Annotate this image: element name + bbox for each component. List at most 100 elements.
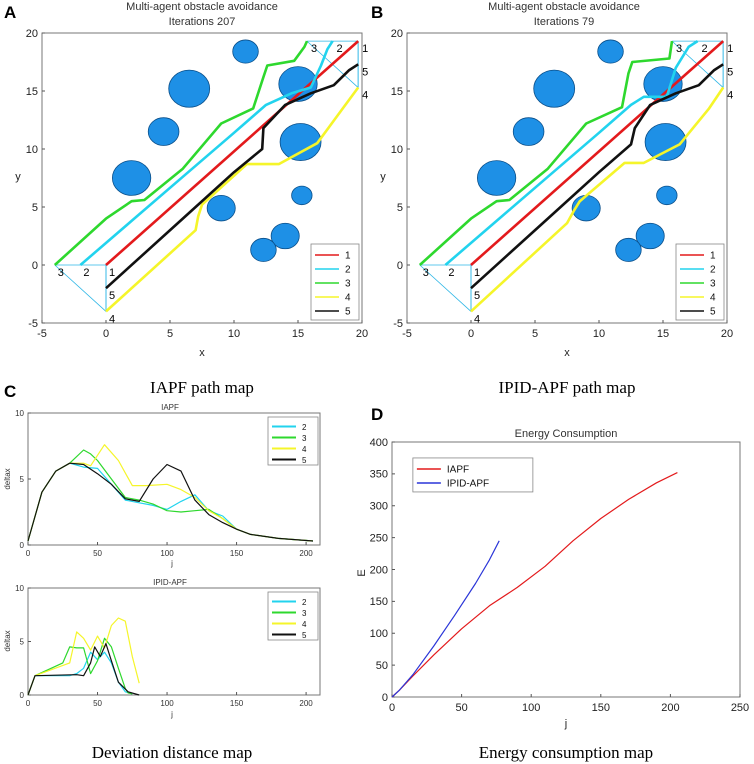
goal-agent-label: 1 xyxy=(362,43,368,55)
series-line-ipid-apf xyxy=(391,540,500,698)
legend-label: IAPF xyxy=(447,464,469,475)
goal-agent-label: 3 xyxy=(311,43,317,55)
obstacle xyxy=(635,222,665,250)
caption-b: IPID-APF path map xyxy=(499,378,636,397)
legend-label: 4 xyxy=(302,620,307,629)
legend-box xyxy=(412,457,534,493)
panel-d-energy-chart: Energy Consumption j E 0 50 100 150 200 250 0 5… xyxy=(356,428,749,730)
x-tick-label: 0 xyxy=(389,702,395,714)
panel-b-xlabel: x xyxy=(564,347,570,359)
legend-label: 1 xyxy=(710,251,716,262)
legend-label: 3 xyxy=(345,279,351,290)
panel-b-subtitle: Iterations 79 xyxy=(534,16,595,28)
y-tick-label: 350 xyxy=(370,469,388,481)
start-agent-label: 5 xyxy=(109,290,115,302)
panel-c-iapf-ticks: 0 50 100 150 200 0 5 10 xyxy=(15,409,313,558)
y-tick-label: 50 xyxy=(376,660,388,672)
legend-label: 2 xyxy=(345,265,351,276)
legend-label: 1 xyxy=(345,251,351,262)
legend-box xyxy=(675,243,725,321)
y-tick-label: 15 xyxy=(391,86,403,98)
caption-d: Energy consumption map xyxy=(479,743,653,762)
legend-label: 3 xyxy=(302,609,307,618)
start-agent-label: 1 xyxy=(474,267,480,279)
obstacle xyxy=(615,237,642,262)
legend-label: 5 xyxy=(302,456,307,465)
obstacle xyxy=(147,117,180,146)
series-line-iapf xyxy=(391,472,678,698)
panel-a-subtitle: Iterations 207 xyxy=(169,16,236,28)
panel-c-iapf-series xyxy=(27,444,314,542)
panel-b-paths xyxy=(418,40,725,313)
x-tick-label: 50 xyxy=(93,699,102,708)
obstacle xyxy=(250,237,277,262)
legend-label: IPID-APF xyxy=(447,478,489,489)
x-tick-label: 150 xyxy=(230,549,244,558)
y-tick-label: 150 xyxy=(370,596,388,608)
y-tick-label: 0 xyxy=(382,692,388,704)
obstacle xyxy=(512,117,545,146)
series-line-5 xyxy=(105,63,359,290)
legend-label: 2 xyxy=(710,265,716,276)
panel-a-agent-labels: 1 2 3 4 5 1 2 3 4 5 xyxy=(58,43,368,325)
panel-a-paths xyxy=(53,40,360,313)
y-tick-label: 0 xyxy=(20,541,25,550)
y-tick-label: 300 xyxy=(370,501,388,513)
legend-label: 2 xyxy=(302,598,307,607)
panel-b-ylabel: y xyxy=(380,171,386,183)
obstacle xyxy=(168,69,211,108)
x-tick-label: 100 xyxy=(160,549,174,558)
panel-b-legend: 1 2 3 4 5 xyxy=(675,243,725,321)
panel-b-obstacles xyxy=(476,39,687,262)
x-tick-label: -5 xyxy=(402,328,412,340)
x-tick-label: 100 xyxy=(522,702,540,714)
legend-label: 4 xyxy=(302,445,307,454)
panel-b-path-map: Multi-agent obstacle avoidance Iteration… xyxy=(380,1,733,359)
x-tick-label: 5 xyxy=(167,328,173,340)
y-tick-label: -5 xyxy=(393,318,403,330)
panel-c-ipid-ticks: 0 50 100 150 200 0 5 10 xyxy=(15,584,313,708)
legend-label: 2 xyxy=(302,423,307,432)
obstacle xyxy=(279,123,322,161)
goal-agent-label: 5 xyxy=(727,66,733,78)
panel-c-iapf-legend: 2 3 4 5 xyxy=(267,416,319,466)
goal-agent-label: 4 xyxy=(727,90,733,102)
series-line-4 xyxy=(27,617,140,696)
start-agent-label: 4 xyxy=(109,313,115,325)
panel-label-b: B xyxy=(371,3,383,22)
goal-agent-label: 4 xyxy=(362,90,368,102)
goal-agent-label: 3 xyxy=(676,43,682,55)
x-tick-label: 20 xyxy=(356,328,368,340)
x-tick-label: 250 xyxy=(731,702,749,714)
x-tick-label: 50 xyxy=(455,702,467,714)
goal-agent-label: 1 xyxy=(727,43,733,55)
series-line-1 xyxy=(470,40,725,266)
goal-agent-label: 5 xyxy=(362,66,368,78)
y-tick-label: 10 xyxy=(15,584,24,593)
x-tick-label: 15 xyxy=(292,328,304,340)
panel-c-ipid-series xyxy=(27,617,140,696)
y-tick-label: 10 xyxy=(391,144,403,156)
x-tick-label: 100 xyxy=(160,699,174,708)
y-tick-label: 0 xyxy=(20,691,25,700)
y-tick-label: 250 xyxy=(370,532,388,544)
x-tick-label: 10 xyxy=(228,328,240,340)
x-tick-label: 20 xyxy=(721,328,733,340)
y-tick-label: 400 xyxy=(370,437,388,449)
x-tick-label: 15 xyxy=(657,328,669,340)
panel-a-title: Multi-agent obstacle avoidance xyxy=(126,1,278,13)
panel-a-path-map: Multi-agent obstacle avoidance Iteration… xyxy=(15,1,368,359)
goal-agent-label: 2 xyxy=(702,43,708,55)
obstacle xyxy=(112,160,152,196)
y-tick-label: 5 xyxy=(20,637,25,646)
x-tick-label: 0 xyxy=(26,549,31,558)
obstacle xyxy=(597,39,624,64)
y-tick-label: 0 xyxy=(32,260,38,272)
start-agent-label: 3 xyxy=(423,267,429,279)
panel-c-ipid-chart: IPID-APF j deltax 0 50 100 150 200 0 5 10 2 3 4 5 xyxy=(3,578,321,719)
y-tick-label: -5 xyxy=(28,318,38,330)
start-agent-label: 1 xyxy=(109,267,115,279)
series-line-3 xyxy=(27,637,133,696)
obstacle xyxy=(644,123,687,161)
series-line-5 xyxy=(27,462,314,542)
